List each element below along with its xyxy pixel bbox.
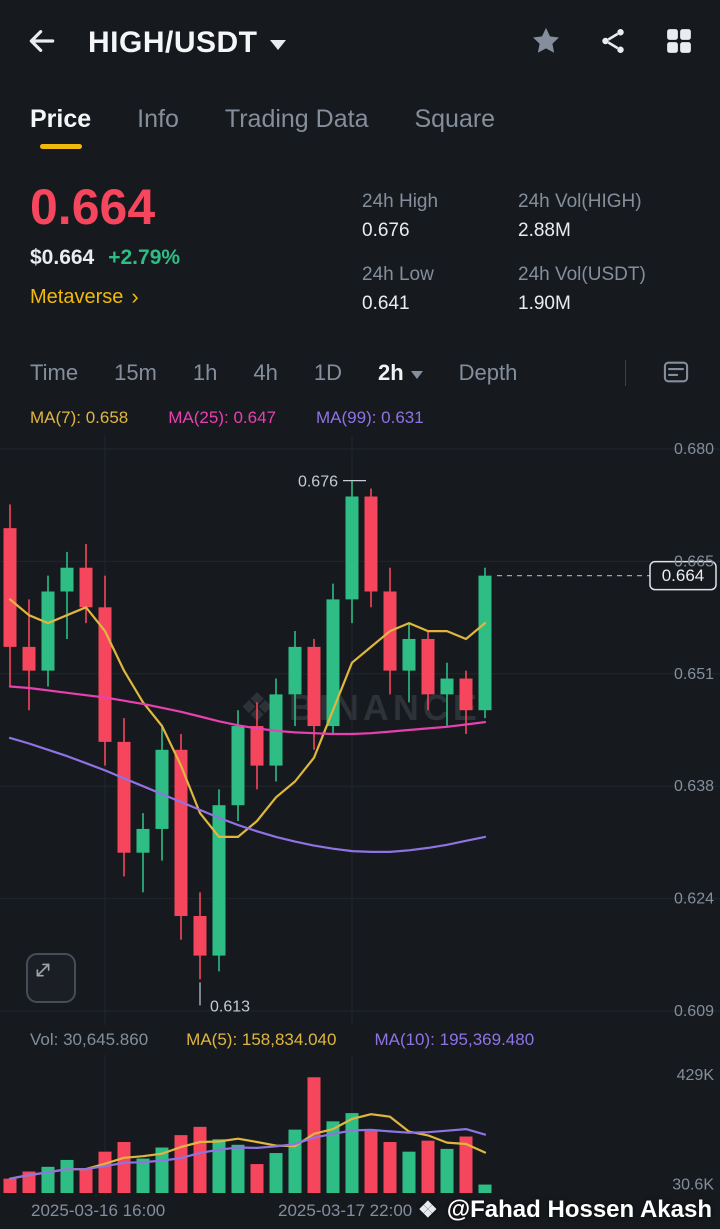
svg-text:0.624: 0.624	[674, 891, 714, 908]
low-annotation: 0.613	[199, 982, 250, 1015]
tab-square[interactable]: Square	[414, 104, 496, 133]
price-axis-labels: 0.680 0.665 0.651 0.638 0.624 0.609	[674, 441, 714, 1020]
ma7-label: MA(7): 0.658	[30, 408, 129, 427]
ma7-line	[8, 598, 487, 838]
credit-watermark: ❖ @Fahad Hossen Akash	[418, 1196, 712, 1224]
volume-area: Vol: 30,645.860 MA(5): 158,834.040 MA(10…	[0, 1025, 720, 1195]
stat-24h-high: 24h High 0.676	[362, 191, 439, 241]
timeframe-time[interactable]: Time	[30, 360, 79, 385]
share-button[interactable]	[598, 26, 628, 59]
svg-text:0.609: 0.609	[674, 1003, 714, 1020]
volume-indicator-row: Vol: 30,645.860 MA(5): 158,834.040 MA(10…	[0, 1025, 720, 1055]
timeframe-4h[interactable]: 4h	[253, 360, 278, 385]
category-link[interactable]: Metaverse ›	[30, 286, 180, 309]
chevron-down-icon	[410, 370, 423, 379]
timeframe-1h[interactable]: 1h	[192, 360, 218, 385]
volume-label: Vol: 30,645.860	[30, 1030, 149, 1049]
ma99-label: MA(99): 0.631	[316, 408, 424, 427]
chevron-right-icon: ›	[131, 284, 139, 309]
ma99-line	[8, 736, 487, 853]
depth-button[interactable]: Depth	[458, 360, 518, 385]
time-axis-label-2: 2025-03-17 22:00	[278, 1201, 413, 1220]
timeframe-1d[interactable]: 1D	[313, 360, 342, 385]
stat-24h-low: 24h Low 0.641	[362, 264, 434, 314]
stat-24h-vol-base: 24h Vol(HIGH) 2.88M	[518, 191, 642, 241]
svg-text:0.651: 0.651	[674, 666, 714, 683]
tab-bar: Price Info Trading Data Square	[0, 85, 720, 153]
high-annotation: 0.676	[298, 474, 366, 491]
svg-text:0.638: 0.638	[674, 778, 714, 795]
time-axis: 2025-03-16 16:00 2025-03-17 22:00	[0, 1195, 720, 1229]
back-arrow-icon	[26, 25, 58, 60]
credit-text: @Fahad Hossen Akash	[446, 1196, 712, 1223]
stat-24h-vol-quote: 24h Vol(USDT) 1.90M	[518, 264, 646, 314]
price-summary: 0.664 $0.664 +2.79% Metaverse › 24h High …	[0, 153, 720, 345]
volume-ma5-label: MA(5): 158,834.040	[186, 1030, 337, 1049]
star-icon	[530, 25, 562, 60]
svg-text:30.6K: 30.6K	[672, 1177, 714, 1194]
svg-text:0.676: 0.676	[298, 474, 338, 491]
markets-grid-button[interactable]	[664, 26, 694, 59]
chart-settings-button[interactable]	[662, 358, 690, 389]
chart-settings-icon	[662, 358, 690, 389]
svg-text:0.665: 0.665	[674, 553, 714, 570]
timeframe-2h[interactable]: 2h	[378, 360, 423, 386]
price-block: 0.664 $0.664 +2.79% Metaverse ›	[30, 181, 180, 309]
divider	[625, 360, 626, 386]
chevron-down-icon	[269, 39, 286, 50]
stats-grid: 24h High 0.676 24h Vol(HIGH) 2.88M 24h L…	[362, 191, 690, 315]
volume-chart-svg[interactable]: 429K 30.6K	[0, 1055, 720, 1195]
indicator-row: MA(7): 0.658 MA(25): 0.647 MA(99): 0.631	[0, 401, 720, 435]
grid-icon	[664, 26, 694, 59]
ma25-line	[8, 685, 487, 736]
favorite-button[interactable]	[530, 25, 562, 60]
share-icon	[598, 26, 628, 59]
volume-ma10-line	[8, 1127, 487, 1180]
category-label: Metaverse	[30, 285, 124, 308]
ma25-label: MA(25): 0.647	[168, 408, 276, 427]
top-bar: HIGH/USDT	[0, 0, 720, 85]
svg-text:0.680: 0.680	[674, 441, 714, 458]
top-bar-actions	[530, 25, 694, 60]
fullscreen-button[interactable]	[26, 953, 76, 1003]
tab-info[interactable]: Info	[137, 104, 179, 133]
time-axis-label-1: 2025-03-16 16:00	[31, 1201, 166, 1220]
last-price: 0.664	[30, 179, 156, 235]
binance-diamond-icon: ❖	[418, 1197, 438, 1222]
svg-text:0.613: 0.613	[210, 998, 250, 1015]
price-change: +2.79%	[108, 245, 181, 269]
volume-axis-labels: 429K 30.6K	[672, 1067, 714, 1194]
back-button[interactable]	[26, 25, 58, 60]
timeframe-bar: Time 15m 1h 4h 1D 2h Depth	[0, 345, 720, 401]
last-price-line: 0.664	[497, 560, 717, 591]
tab-trading-data[interactable]: Trading Data	[224, 104, 369, 133]
tab-price[interactable]: Price	[30, 104, 92, 133]
fiat-price: $0.664	[30, 245, 95, 269]
price-chart-area: ❖ BINANCE 0.676 0.613 0.664 0.680 0.665 0.651…	[0, 435, 720, 1025]
svg-text:0.664: 0.664	[662, 566, 705, 585]
volume-bars	[3, 1077, 492, 1193]
price-chart-svg[interactable]: 0.676 0.613 0.664 0.680 0.665 0.651 0.638 0.624…	[0, 435, 720, 1025]
volume-ma10-label: MA(10): 195,369.480	[374, 1030, 535, 1049]
svg-text:429K: 429K	[677, 1067, 715, 1084]
timeframe-15m[interactable]: 15m	[114, 360, 157, 385]
fiat-price-row: $0.664 +2.79%	[30, 246, 180, 270]
pair-selector[interactable]: HIGH/USDT	[88, 26, 286, 60]
pair-title: HIGH/USDT	[88, 25, 258, 59]
